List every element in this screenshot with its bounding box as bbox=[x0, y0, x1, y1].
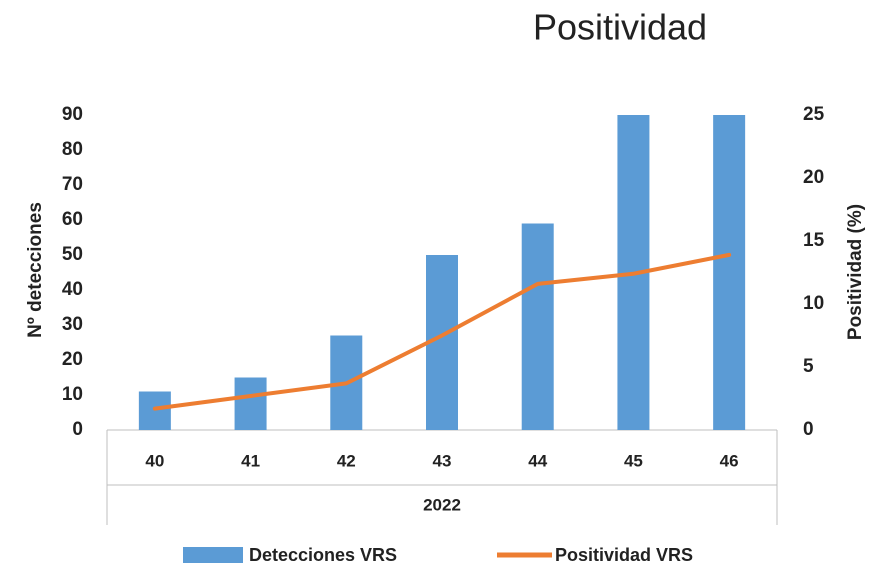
y2-tick-label: 20 bbox=[803, 167, 824, 188]
y-tick-label: 90 bbox=[62, 104, 83, 125]
y-tick-label: 80 bbox=[62, 139, 83, 160]
y-tick-label: 30 bbox=[62, 314, 83, 335]
legend-label: Detecciones VRS bbox=[249, 545, 397, 565]
y-axis-title: Nº detecciones bbox=[25, 202, 46, 338]
chart-title: Positividad bbox=[533, 7, 707, 48]
legend-label: Positividad VRS bbox=[555, 545, 693, 565]
y-tick-label: 10 bbox=[62, 384, 83, 405]
x-tick-label: 44 bbox=[528, 451, 547, 470]
bar bbox=[234, 377, 267, 430]
line bbox=[152, 252, 732, 411]
x-tick-label: 42 bbox=[337, 451, 356, 470]
x-tick-label: 43 bbox=[433, 451, 452, 470]
y-tick-label: 60 bbox=[62, 209, 83, 230]
y-tick-label: 0 bbox=[72, 419, 83, 440]
bar bbox=[138, 391, 171, 430]
bar bbox=[521, 223, 554, 430]
y-tick-label: 20 bbox=[62, 349, 83, 370]
x-tick-label: 46 bbox=[720, 451, 739, 470]
x-tick-label: 45 bbox=[624, 451, 643, 470]
x-tick-label: 40 bbox=[145, 451, 164, 470]
bar bbox=[713, 115, 746, 430]
y-tick-label: 50 bbox=[62, 244, 83, 265]
y2-tick-label: 10 bbox=[803, 293, 824, 314]
y2-tick-label: 15 bbox=[803, 230, 825, 251]
y2-tick-label: 5 bbox=[803, 356, 814, 377]
legend-swatch bbox=[183, 547, 243, 563]
x-tick-label: 41 bbox=[241, 451, 260, 470]
y2-tick-label: 25 bbox=[803, 104, 825, 125]
y2-axis-title: Positividad (%) bbox=[845, 204, 866, 340]
y-tick-label: 70 bbox=[62, 174, 83, 195]
y-tick-label: 40 bbox=[62, 279, 83, 300]
y2-tick-label: 0 bbox=[803, 419, 814, 440]
group-label: 2022 bbox=[423, 495, 461, 514]
